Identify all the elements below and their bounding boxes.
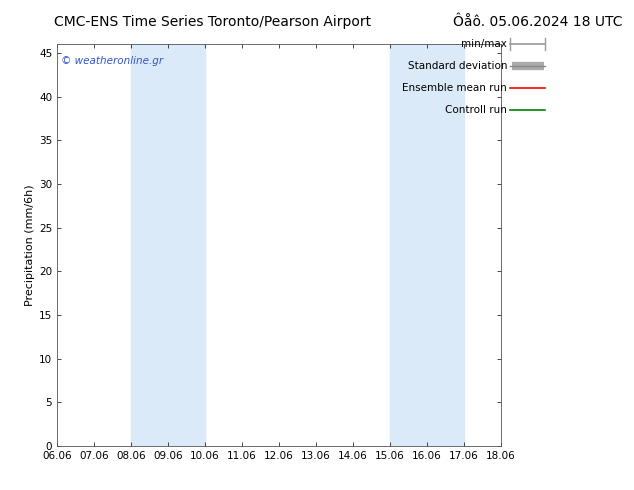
- Y-axis label: Precipitation (mm/6h): Precipitation (mm/6h): [25, 184, 35, 306]
- Bar: [131, 44, 205, 446]
- Text: © weatheronline.gr: © weatheronline.gr: [61, 56, 164, 66]
- Text: Ôåô. 05.06.2024 18 UTC: Ôåô. 05.06.2024 18 UTC: [453, 15, 623, 29]
- Text: Ensemble mean run: Ensemble mean run: [403, 83, 507, 93]
- Text: Standard deviation: Standard deviation: [408, 61, 507, 71]
- Text: Controll run: Controll run: [445, 105, 507, 115]
- Text: min/max: min/max: [462, 39, 507, 49]
- Bar: [390, 44, 464, 446]
- Text: CMC-ENS Time Series Toronto/Pearson Airport: CMC-ENS Time Series Toronto/Pearson Airp…: [54, 15, 371, 29]
